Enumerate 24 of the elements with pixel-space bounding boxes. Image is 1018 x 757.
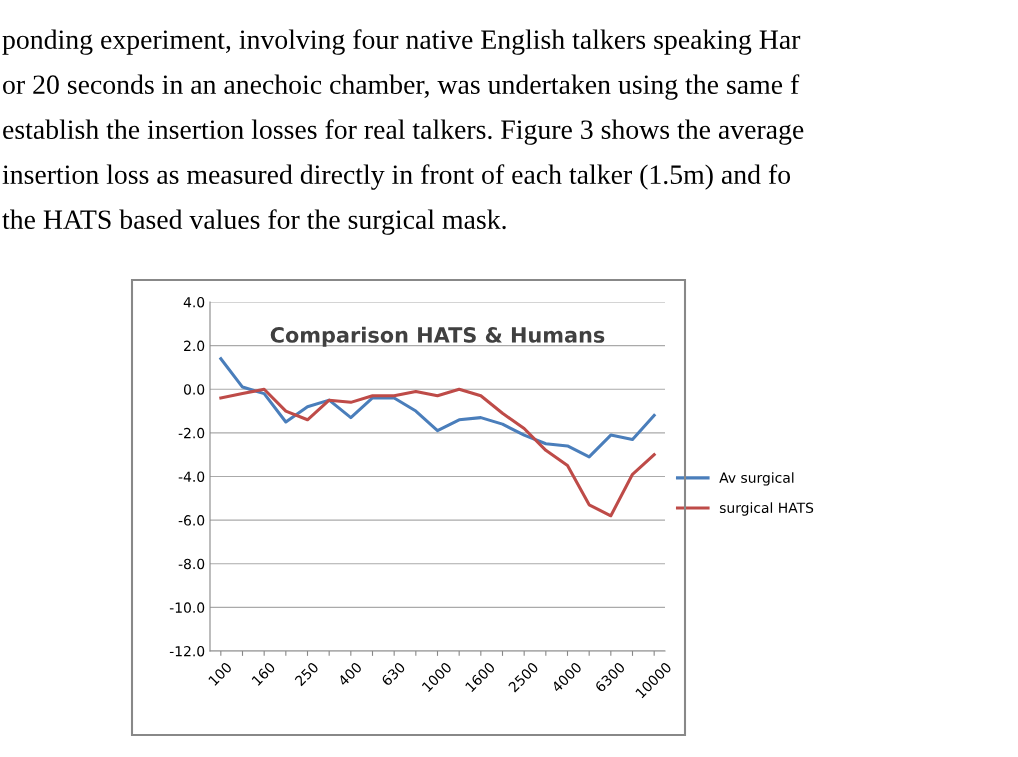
x-tick-label: 400 [337, 661, 363, 687]
text: insertion loss as measured directly in front of each talker (1.5m) and fo [2, 164, 791, 190]
y-tick-label: 4.0 [183, 296, 205, 308]
y-tick-label: -8.0 [178, 558, 205, 570]
y-tick-label: -2.0 [178, 427, 205, 439]
x-tick-label: 100 [207, 661, 233, 686]
x-tick-label: 630 [380, 661, 406, 687]
y-tick-label: 2.0 [184, 340, 205, 352]
text: ponding experiment, involving four native English talkers speaking Har [2, 29, 801, 55]
y-tick-label: -12.0 [169, 645, 205, 657]
y-tick-label: -6.0 [178, 515, 205, 526]
y-tick-label: 0.0 [183, 384, 205, 395]
legend-label: surgical HATS [719, 502, 814, 516]
x-tick-label: 250 [294, 661, 320, 687]
text: or 20 seconds in an anechoic chamber, was undertaken using the same f [3, 74, 800, 100]
y-tick-label: -10.0 [169, 602, 205, 613]
line-series [219, 387, 656, 518]
text: establish the insertion losses for real talkers. Figure 3 shows the average [3, 119, 804, 145]
legend-label: Av surgical [719, 472, 794, 486]
y-tick-label: -4.0 [178, 471, 205, 482]
x-tick-label: 160 [251, 661, 276, 686]
text: the HATS based values for the surgical mask. [2, 209, 506, 235]
line-series [219, 357, 656, 459]
text: Comparison HATS & Humans [270, 326, 605, 347]
